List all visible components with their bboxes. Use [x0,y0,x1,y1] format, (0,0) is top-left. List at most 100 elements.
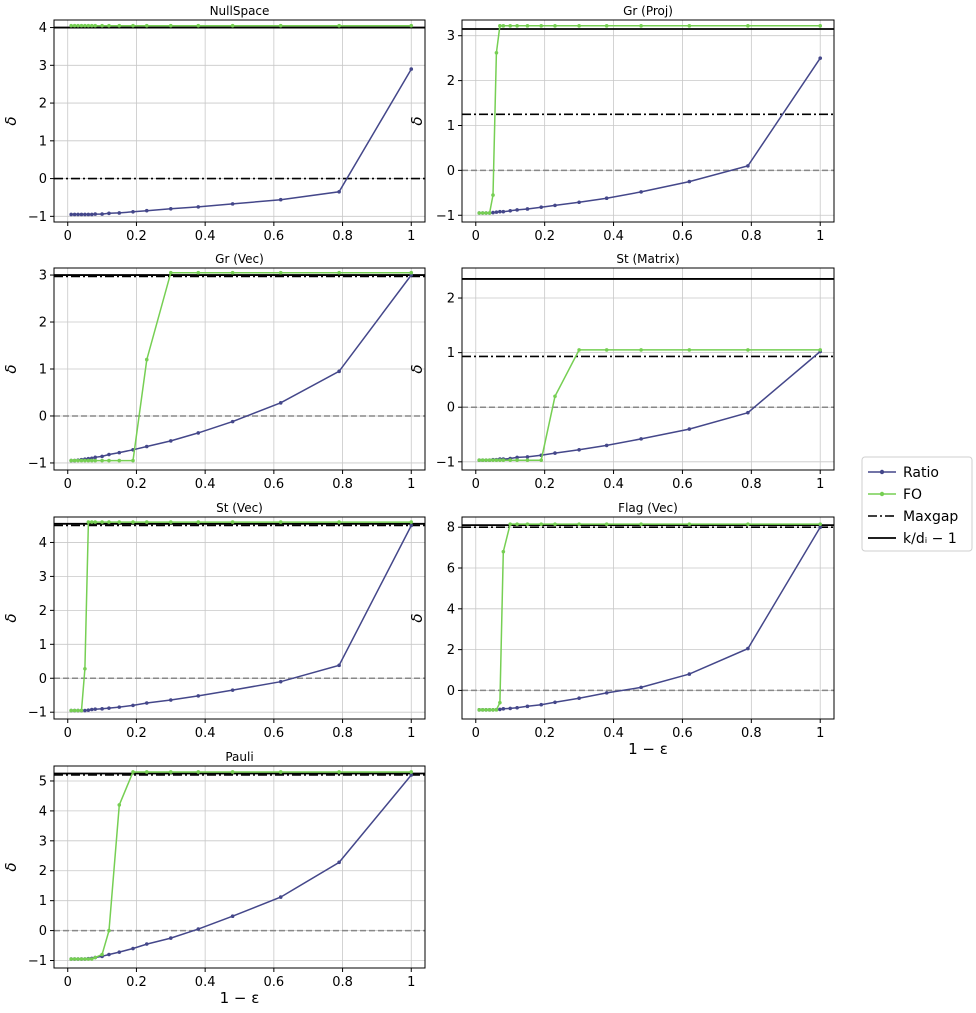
data-point-ratio [639,437,643,441]
data-point-fo [230,23,235,28]
y-tick-label: 1 [39,134,47,149]
data-point-fo [230,520,235,524]
y-tick-label: 1 [447,346,455,361]
data-point-fo [79,957,84,961]
data-point-fo [144,770,149,774]
panel-title: St (Vec) [216,501,263,515]
data-point-ratio [577,200,581,205]
data-point-fo [553,394,557,399]
data-point-fo [100,458,104,463]
y-axis-label: δ [408,364,426,373]
y-axis-label: δ [408,116,426,125]
x-tick-label: 0 [472,726,480,741]
panel-0: 0 0.2 0.4 0.6 0.8 1 −1 0 1 2 3 4 NullSpace δ [2,4,426,244]
data-point-ratio [131,703,135,708]
data-point-fo [72,957,77,961]
data-point-fo [687,522,692,526]
data-point-fo [501,24,506,28]
data-point-fo [69,957,73,961]
data-point-ratio [107,452,111,457]
data-point-fo [577,24,581,28]
legend-label-ratio: Ratio [903,465,939,481]
data-point-ratio [72,212,77,217]
data-point-fo [494,708,499,712]
y-tick-label: 0 [39,409,47,424]
x-tick-label: 0.4 [195,477,216,492]
data-point-fo [409,770,414,774]
x-tick-label: 0.6 [672,477,693,492]
data-point-ratio [93,212,98,216]
data-point-ratio [501,209,506,214]
data-point-fo [818,522,823,526]
y-tick-label: 5 [39,774,47,789]
data-point-ratio [687,179,692,184]
data-point-fo [131,770,135,774]
data-point-fo [100,952,104,957]
y-tick-label: 0 [447,401,455,416]
x-tick-label: 0.2 [534,229,555,244]
data-point-fo [480,708,485,712]
data-point-fo [409,23,414,28]
x-tick-label: 0.4 [603,726,624,741]
x-tick-label: 0.2 [126,726,147,741]
data-point-fo [131,458,135,463]
y-tick-label: 0 [39,924,47,939]
data-point-ratio [230,914,235,919]
x-tick-label: 0.8 [332,726,353,741]
data-point-fo [508,458,513,462]
data-point-fo [491,708,495,712]
y-tick-label: −1 [28,210,47,225]
data-point-fo [577,348,581,352]
legend-marker-fo [879,491,885,497]
x-tick-label: 0.2 [126,229,147,244]
data-point-fo [230,770,235,774]
data-point-ratio [117,450,122,455]
x-tick-label: 0.6 [264,726,285,741]
data-point-ratio [93,455,98,460]
data-point-ratio [746,410,750,415]
x-axis-label: 1 − ε [628,740,668,758]
y-tick-label: 2 [39,97,47,112]
x-tick-label: 0.6 [264,229,285,244]
data-point-fo [746,348,750,352]
data-point-fo [117,23,122,28]
x-tick-label: 0.2 [126,477,147,492]
y-tick-label: 8 [447,521,455,536]
data-point-fo [515,458,519,462]
data-point-ratio [604,443,609,448]
data-point-fo [639,348,643,352]
data-point-ratio [337,860,341,865]
data-point-fo [86,957,91,961]
data-point-fo [93,23,98,28]
data-point-fo [539,24,544,28]
x-tick-label: 0.8 [741,726,762,741]
y-tick-label: 0 [447,684,455,699]
x-tick-label: 0.2 [534,477,555,492]
data-point-fo [687,348,692,352]
data-point-fo [484,211,488,215]
panel-6: 0 0.2 0.4 0.6 0.8 1 −1 0 1 2 3 4 5 Pauli δ 1 − ε [2,750,426,1007]
data-point-ratio [168,439,173,443]
data-point-fo [477,211,482,215]
y-tick-label: 1 [447,119,455,134]
x-tick-label: 0.6 [264,477,285,492]
data-point-fo [508,522,513,526]
x-tick-label: 0.6 [264,975,285,990]
data-point-ratio [107,952,111,957]
data-point-fo [278,270,283,275]
x-tick-label: 0 [472,229,480,244]
data-point-ratio [131,210,135,214]
data-point-fo [498,24,502,28]
data-point-fo [144,520,149,524]
data-point-fo [69,458,73,463]
data-point-fo [337,270,341,275]
data-point-ratio [577,696,581,700]
data-point-fo [86,458,91,463]
data-point-ratio [539,205,544,209]
legend-marker-ratio [879,469,885,475]
x-tick-label: 1 [816,726,824,741]
panel-title: Gr (Proj) [623,4,673,18]
y-tick-label: 3 [39,59,47,74]
series-line-ratio [479,57,821,214]
data-point-ratio [818,56,823,60]
